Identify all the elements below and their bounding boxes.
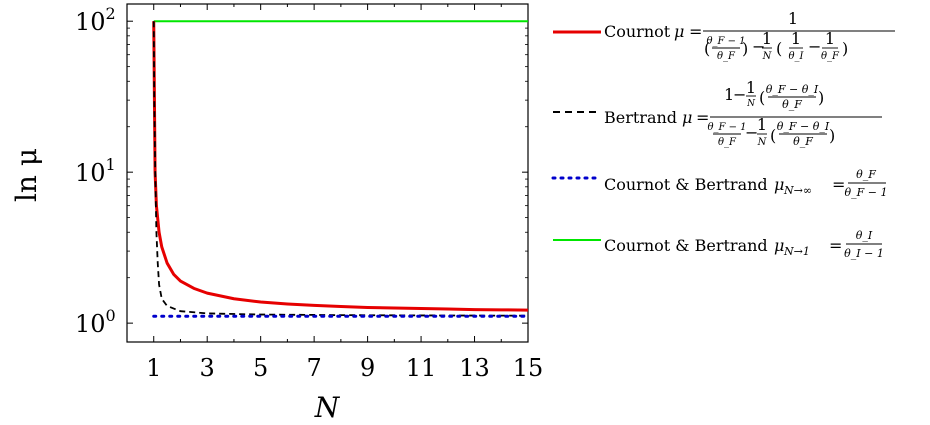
legend-entry-cournot: Cournot μ = 1 ( θ_F − 1 θ_F ) − 1 N ( 1 … [553, 9, 895, 62]
legend-bertrand-den-b-d: N [757, 137, 768, 148]
legend-num-n-one: θ_I [856, 229, 873, 242]
x-tick-label: 11 [406, 354, 437, 382]
legend-label-n-infinity: Cournot & Bertrand [604, 175, 768, 194]
y-tick-label: 102 [75, 4, 116, 36]
x-tick-label: 13 [459, 354, 490, 382]
legend-mu-bertrand: μ [682, 108, 692, 127]
legend-bertrand-den-b-n: 1 [757, 115, 767, 134]
legend-den-n-one: θ_I − 1 [844, 247, 884, 260]
legend-bertrand-num-one: 1 [724, 85, 734, 104]
legend-cournot-den-c-2d: θ_F [821, 51, 840, 62]
legend-bertrand-num-paren-n: θ_F − θ_I [766, 83, 819, 96]
legend-bertrand-paren-open-2: ( [770, 126, 776, 145]
legend-cournot-den-c-1n: 1 [791, 29, 801, 48]
y-tick-label: 100 [75, 306, 116, 338]
legend-bertrand-den-paren-n: θ_F − θ_I [777, 120, 830, 133]
series-layer [152, 20, 530, 318]
legend-eq-n-infinity: = [832, 175, 845, 194]
legend-cournot-den-a-num: θ_F − 1 [706, 36, 745, 47]
legend-cournot-den-c-2n: 1 [825, 29, 835, 48]
x-tick-label: 3 [200, 354, 215, 382]
legend-cournot-den-a-den: θ_F [717, 51, 736, 62]
y-axis-label-text: ln μ [10, 148, 43, 202]
legend-label-n-one: Cournot & Bertrand [604, 236, 768, 255]
legend-paren-open-2: ( [776, 39, 782, 58]
x-tick-label: 15 [513, 354, 544, 382]
legend-bertrand-num-paren-d: θ_F [782, 98, 802, 111]
legend-minus-cournot-2: − [808, 37, 821, 56]
x-tick-label: 1 [146, 354, 161, 382]
x-axis-label: N [314, 391, 341, 424]
legend-entry-n-one: Cournot & Bertrand μ N→1 = θ_I θ_I − 1 [553, 229, 884, 260]
legend-sub-n-one: N→1 [783, 245, 810, 258]
legend-mu-n-one: μ [774, 236, 784, 255]
legend-mu-cournot: μ [674, 22, 684, 41]
legend-bertrand-den-paren-d: θ_F [793, 135, 813, 148]
legend-label-cournot: Cournot [604, 22, 671, 41]
legend-num-n-infinity: θ_F [856, 168, 876, 181]
legend-bertrand-den-a-d: θ_F [718, 137, 737, 148]
legend-paren-close-2: ) [842, 39, 848, 58]
legend-bertrand-den-a-n: θ_F − 1 [707, 122, 746, 133]
legend-paren-close-1: ) [742, 39, 748, 58]
legend-label-bertrand: Bertrand [604, 108, 677, 127]
legend: Cournot μ = 1 ( θ_F − 1 θ_F ) − 1 N ( 1 … [551, 9, 895, 260]
legend-eq-bertrand: = [696, 108, 709, 127]
legend-bertrand-num-frac-n: 1 [746, 78, 756, 97]
legend-bertrand-num-minus: − [733, 85, 746, 104]
legend-paren-open-1: ( [704, 39, 710, 58]
series-line-0 [152, 21, 529, 312]
y-tick-label: 101 [75, 155, 116, 187]
x-tick-label: 9 [360, 354, 375, 382]
legend-mu-n-infinity: μ [774, 175, 784, 194]
legend-bertrand-paren-close-2: ) [829, 126, 835, 145]
y-axis-label: ln μ [10, 148, 43, 202]
x-tick-label: 5 [253, 354, 268, 382]
legend-minus-cournot: − [752, 37, 765, 56]
legend-bertrand-den-minus: − [745, 123, 758, 142]
legend-entry-bertrand: Bertrand μ = 1 − 1 N ( θ_F − θ_I θ_F ) θ… [553, 78, 882, 148]
legend-den-n-infinity: θ_F − 1 [845, 186, 888, 199]
legend-num-cournot: 1 [788, 9, 798, 28]
legend-cournot-den-c-1d: θ_I [789, 51, 805, 62]
legend-bertrand-paren-open-1: ( [759, 88, 765, 107]
legend-entry-n-infinity: Cournot & Bertrand μ N→∞ = θ_F θ_F − 1 [551, 168, 888, 199]
legend-sub-n-infinity: N→∞ [783, 184, 812, 197]
axis-ticks [127, 4, 529, 342]
plot-frame [126, 3, 529, 343]
legend-eq-cournot: = [689, 22, 702, 41]
x-tick-label: 7 [306, 354, 321, 382]
legend-bertrand-paren-close-1: ) [818, 88, 824, 107]
legend-bertrand-num-frac-d: N [746, 99, 756, 109]
series-line-1 [152, 21, 529, 317]
legend-cournot-den-b-num: 1 [762, 29, 772, 48]
legend-eq-n-one: = [829, 236, 842, 255]
legend-cournot-den-b-den: N [762, 51, 773, 62]
